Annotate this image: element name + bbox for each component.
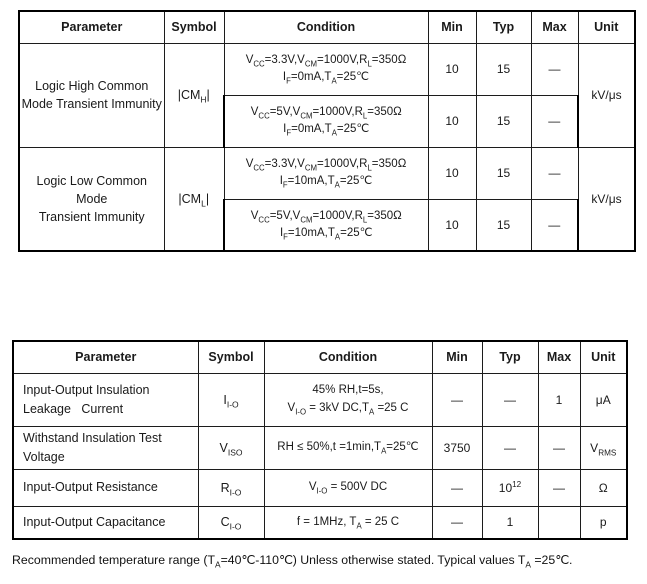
col-header-parameter: Parameter	[12, 340, 199, 374]
col-header-max: Max	[537, 340, 581, 374]
symbol-cell-viso: VISO	[197, 425, 265, 470]
max-cell	[537, 505, 581, 540]
max-cell: —	[537, 468, 581, 507]
table-row: Logic High Common Mode Transient Immunity…	[18, 42, 636, 148]
table-row: VCC=5V,VCM=1000V,RL=350Ω IF=10mA,TA=25℃ 1…	[19, 198, 635, 252]
parameter-cell-capacitance: Input-Output Capacitance	[12, 505, 199, 540]
col-header-max: Max	[530, 10, 579, 44]
parameter-cell-resistance: Input-Output Resistance	[12, 468, 199, 507]
symbol-cell-cml: |CML|	[163, 146, 225, 252]
table-row: VCC=5V,VCM=1000V,RL=350Ω IF=0mA,TA=25℃ 10…	[19, 94, 635, 148]
parameter-cell-withstand-voltage: Withstand Insulation Test Voltage	[12, 425, 199, 470]
unit-cell: μA	[579, 372, 628, 427]
typ-cell: 15	[475, 42, 532, 96]
unit-cell: kV/μs	[577, 146, 636, 252]
col-header-unit: Unit	[577, 10, 636, 44]
unit-cell: p	[579, 505, 628, 540]
unit-cell: VRMS	[579, 425, 628, 470]
max-cell: —	[530, 42, 579, 96]
typ-cell: —	[481, 372, 539, 427]
col-header-min: Min	[427, 10, 477, 44]
max-cell: —	[530, 146, 579, 200]
min-cell: 3750	[431, 425, 483, 470]
min-cell: 10	[427, 146, 477, 200]
max-cell: —	[530, 198, 579, 252]
col-header-condition: Condition	[223, 10, 429, 44]
condition-cell: VCC=3.3V,VCM=1000V,RL=350Ω IF=0mA,TA=25℃	[223, 42, 429, 96]
table-header-row: Parameter Symbol Condition Min Typ Max U…	[12, 340, 628, 374]
typ-cell: 1	[481, 505, 539, 540]
col-header-parameter: Parameter	[18, 10, 165, 44]
col-header-symbol: Symbol	[197, 340, 265, 374]
typ-cell: 1012	[481, 468, 539, 507]
col-header-typ: Typ	[481, 340, 539, 374]
min-cell: 10	[427, 94, 477, 148]
typ-cell: 15	[475, 198, 532, 252]
condition-cell: RH ≤ 50%,t =1min,TA=25℃	[263, 425, 433, 470]
max-cell: 1	[537, 372, 581, 427]
typ-cell: —	[481, 425, 539, 470]
parameter-cell-logic-low: Logic Low Common Mode Transient Immunity	[18, 146, 165, 252]
typ-cell: 15	[475, 94, 532, 148]
col-header-unit: Unit	[579, 340, 628, 374]
condition-cell: VCC=5V,VCM=1000V,RL=350Ω IF=10mA,TA=25℃	[223, 198, 429, 252]
condition-cell: VCC=5V,VCM=1000V,RL=350Ω IF=0mA,TA=25℃	[223, 94, 429, 148]
unit-cell: Ω	[579, 468, 628, 507]
col-header-typ: Typ	[475, 10, 532, 44]
condition-cell: 45% RH,t=5s, VI-O = 3kV DC,TA =25 C	[263, 372, 433, 427]
min-cell: 10	[427, 42, 477, 96]
condition-cell: VI-O = 500V DC	[263, 468, 433, 507]
symbol-cell-cio: CI-O	[197, 505, 265, 540]
symbol-cell-rio: RI-O	[197, 468, 265, 507]
table-row: Input-Output Resistance RI-O VI-O = 500V…	[12, 468, 628, 507]
symbol-cell-cmh: |CMH|	[163, 42, 225, 148]
table-row: Withstand Insulation Test Voltage VISO RH…	[12, 425, 628, 470]
min-cell: —	[431, 372, 483, 427]
min-cell: 10	[427, 198, 477, 252]
temperature-range-note: Recommended temperature range (TA=40℃-11…	[12, 553, 573, 570]
parameter-cell-leakage-current: Input-Output Insulation Leakage Current	[12, 372, 199, 427]
symbol-cell-iio: II-O	[197, 372, 265, 427]
transient-immunity-table: Parameter Symbol Condition Min Typ Max U…	[18, 10, 636, 252]
insulation-characteristics-table: Parameter Symbol Condition Min Typ Max U…	[12, 340, 628, 540]
max-cell: —	[530, 94, 579, 148]
table-row: Input-Output Capacitance CI-O f = 1MHz, …	[12, 505, 628, 540]
table-header-row: Parameter Symbol Condition Min Typ Max U…	[18, 10, 636, 44]
col-header-symbol: Symbol	[163, 10, 225, 44]
typ-cell: 15	[475, 146, 532, 200]
min-cell: —	[431, 468, 483, 507]
condition-cell: f = 1MHz, TA = 25 C	[263, 505, 433, 540]
condition-cell: VCC=3.3V,VCM=1000V,RL=350Ω IF=10mA,TA=25℃	[223, 146, 429, 200]
min-cell: —	[431, 505, 483, 540]
col-header-condition: Condition	[263, 340, 433, 374]
max-cell: —	[537, 425, 581, 470]
col-header-min: Min	[431, 340, 483, 374]
table-row: Input-Output Insulation Leakage Current I…	[12, 372, 628, 427]
parameter-cell-logic-high: Logic High Common Mode Transient Immunity	[18, 42, 165, 148]
unit-cell: kV/μs	[577, 42, 636, 148]
table-row: Logic Low Common Mode Transient Immunity …	[18, 146, 636, 252]
